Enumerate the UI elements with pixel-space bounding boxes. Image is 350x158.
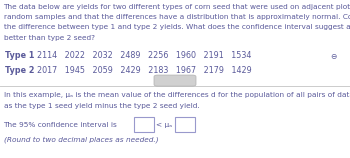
Text: 2017   1945   2059   2429   2183   1967   2179   1429: 2017 1945 2059 2429 2183 1967 2179 1429 — [37, 66, 252, 75]
Text: as the type 1 seed yield minus the type 2 seed yield.: as the type 1 seed yield minus the type … — [4, 103, 199, 109]
Text: The 95% confidence interval is: The 95% confidence interval is — [4, 122, 120, 128]
FancyBboxPatch shape — [175, 117, 195, 132]
Text: 2114   2022   2032   2489   2256   1960   2191   1534: 2114 2022 2032 2489 2256 1960 2191 1534 — [37, 51, 251, 60]
Text: the difference between type 1 and type 2 yields. What does the confidence interv: the difference between type 1 and type 2… — [4, 24, 350, 30]
Text: better than type 2 seed?: better than type 2 seed? — [4, 35, 94, 41]
Text: Type 2: Type 2 — [5, 66, 35, 75]
FancyBboxPatch shape — [154, 75, 196, 86]
Text: ⊖: ⊖ — [331, 52, 337, 61]
Text: The data below are yields for two different types of corn seed that were used on: The data below are yields for two differ… — [4, 4, 350, 10]
Text: (Round to two decimal places as needed.): (Round to two decimal places as needed.) — [4, 137, 158, 143]
FancyBboxPatch shape — [134, 117, 154, 132]
Text: Type 1: Type 1 — [5, 51, 35, 60]
Text: random samples and that the differences have a distribution that is approximatel: random samples and that the differences … — [4, 14, 350, 20]
Text: < μₐ <: < μₐ < — [156, 122, 180, 128]
Text: In this example, μₐ is the mean value of the differences d for the population of: In this example, μₐ is the mean value of… — [4, 92, 350, 98]
